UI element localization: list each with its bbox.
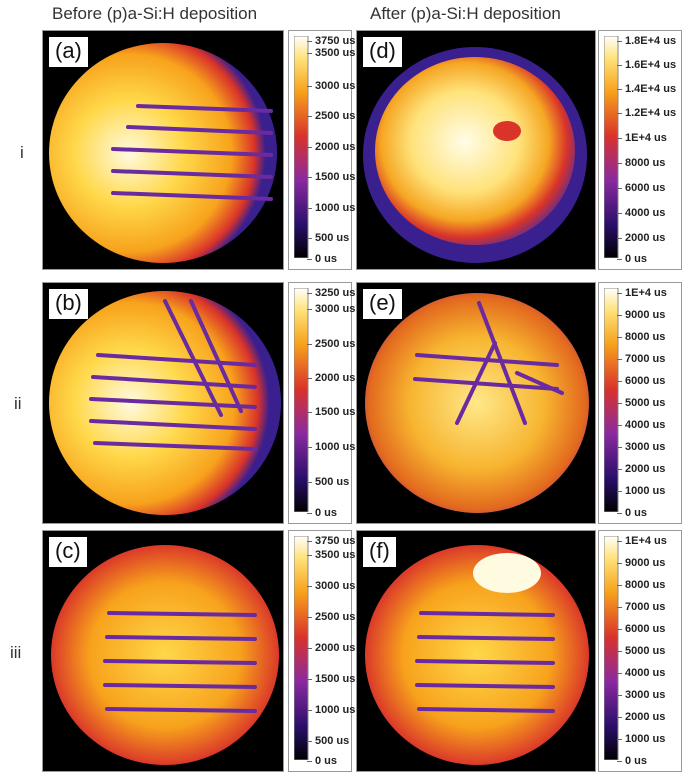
panel-f: (f) — [356, 530, 596, 772]
cb-e-tick-6: 4000 us — [616, 419, 666, 431]
cb-b-tick-2: 2500 us — [306, 338, 356, 350]
cb-f-tick-7: 3000 us — [616, 689, 666, 701]
wafer-image-f — [365, 545, 589, 765]
cb-d-tick-4: 1E+4 us — [617, 132, 667, 144]
colorbar-c: 3750 us 3500 us 3000 us 2500 us 2000 us … — [288, 530, 356, 772]
cb-e-tick-7: 3000 us — [616, 441, 666, 453]
cb-c-tick-1: 3500 us — [306, 549, 356, 561]
cb-c-tick-7: 500 us — [306, 735, 350, 747]
panel-b: (b) — [42, 282, 284, 524]
wafer-image-d — [363, 47, 587, 263]
cb-a-tick-2: 3000 us — [306, 80, 356, 92]
cb-a-tick-1: 3500 us — [306, 47, 356, 59]
cb-d-tick-8: 2000 us — [616, 232, 666, 244]
cb-e-tick-9: 1000 us — [616, 485, 666, 497]
cb-b-tick-7: 0 us — [306, 507, 338, 519]
cb-f-tick-5: 5000 us — [616, 645, 666, 657]
cb-f-tick-3: 7000 us — [616, 601, 666, 613]
wafer-image-e — [365, 293, 589, 513]
panel-label-a: (a) — [49, 37, 88, 67]
cb-c-tick-6: 1000 us — [306, 704, 356, 716]
colorbar-gradient-e — [604, 288, 619, 512]
cb-a-tick-8: 0 us — [306, 253, 338, 265]
cb-a-tick-0: 3750 us — [306, 35, 356, 47]
cb-f-tick-1: 9000 us — [616, 557, 666, 569]
cb-e-tick-2: 8000 us — [616, 331, 666, 343]
cb-d-tick-6: 6000 us — [616, 182, 666, 194]
after-title: After (p)a-Si:H deposition — [370, 4, 561, 23]
cb-f-tick-6: 4000 us — [616, 667, 666, 679]
cb-d-tick-2: 1.4E+4 us — [616, 83, 677, 95]
cb-b-tick-1: 3000 us — [306, 303, 356, 315]
before-title: Before (p)a-Si:H deposition — [52, 4, 258, 23]
cb-e-tick-8: 2000 us — [616, 463, 666, 475]
panel-label-d: (d) — [363, 37, 402, 67]
row-label-iii: iii — [10, 643, 22, 662]
colorbar-gradient-b — [294, 288, 309, 512]
cb-c-tick-5: 1500 us — [306, 673, 356, 685]
cb-f-tick-2: 8000 us — [616, 579, 666, 591]
cb-a-tick-6: 1000 us — [306, 202, 356, 214]
panel-c: (c) — [42, 530, 284, 772]
cb-e-tick-5: 5000 us — [616, 397, 666, 409]
cb-b-tick-6: 500 us — [306, 476, 350, 488]
cb-c-tick-2: 3000 us — [306, 580, 356, 592]
cb-d-tick-7: 4000 us — [616, 207, 666, 219]
cb-f-tick-8: 2000 us — [616, 711, 666, 723]
cb-a-tick-7: 500 us — [306, 232, 350, 244]
cb-f-tick-10: 0 us — [616, 755, 648, 767]
cb-e-tick-3: 7000 us — [616, 353, 666, 365]
cb-b-tick-4: 1500 us — [306, 406, 356, 418]
colorbar-d: 1.8E+4 us 1.6E+4 us 1.4E+4 us 1.2E+4 us … — [598, 30, 682, 270]
cb-a-tick-5: 1500 us — [306, 171, 356, 183]
colorbar-f: 1E+4 us 9000 us 8000 us 7000 us 6000 us … — [598, 530, 682, 772]
panel-label-b: (b) — [49, 289, 88, 319]
row-label-ii: ii — [14, 394, 22, 413]
panel-label-c: (c) — [49, 537, 87, 567]
cb-d-tick-9: 0 us — [616, 253, 648, 265]
wafer-image-a — [49, 43, 277, 263]
colorbar-gradient-d — [604, 36, 619, 258]
cb-d-tick-1: 1.6E+4 us — [616, 59, 677, 71]
wafer-image-c — [51, 545, 279, 765]
cb-f-tick-4: 6000 us — [616, 623, 666, 635]
cb-a-tick-3: 2500 us — [306, 110, 356, 122]
cb-d-tick-0: 1.8E+4 us — [616, 35, 677, 47]
cb-c-tick-8: 0 us — [306, 755, 338, 767]
wafer-image-b — [49, 291, 281, 515]
cb-c-tick-0: 3750 us — [306, 535, 356, 547]
cb-a-tick-4: 2000 us — [306, 141, 356, 153]
cb-d-tick-3: 1.2E+4 us — [616, 107, 677, 119]
cb-b-tick-0: 3250 us — [306, 287, 356, 299]
colorbar-gradient-f — [604, 536, 619, 760]
cb-d-tick-5: 8000 us — [616, 157, 666, 169]
panel-label-f: (f) — [363, 537, 396, 567]
colorbar-e: 1E+4 us 9000 us 8000 us 7000 us 6000 us … — [598, 282, 682, 524]
cb-f-tick-9: 1000 us — [616, 733, 666, 745]
cb-c-tick-4: 2000 us — [306, 642, 356, 654]
cb-b-tick-3: 2000 us — [306, 372, 356, 384]
cb-c-tick-3: 2500 us — [306, 611, 356, 623]
cb-f-tick-0: 1E+4 us — [617, 535, 667, 547]
row-label-i: i — [20, 143, 24, 162]
cb-e-tick-0: 1E+4 us — [617, 287, 667, 299]
cb-e-tick-10: 0 us — [616, 507, 648, 519]
panel-label-e: (e) — [363, 289, 402, 319]
panel-d: (d) — [356, 30, 596, 270]
cb-b-tick-5: 1000 us — [306, 441, 356, 453]
panel-e: (e) — [356, 282, 596, 524]
colorbar-a: 3750 us 3500 us 3000 us 2500 us 2000 us … — [288, 30, 356, 270]
cb-e-tick-4: 6000 us — [616, 375, 666, 387]
panel-a: (a) — [42, 30, 284, 270]
colorbar-b: 3250 us 3000 us 2500 us 2000 us 1500 us … — [288, 282, 356, 524]
cb-e-tick-1: 9000 us — [616, 309, 666, 321]
